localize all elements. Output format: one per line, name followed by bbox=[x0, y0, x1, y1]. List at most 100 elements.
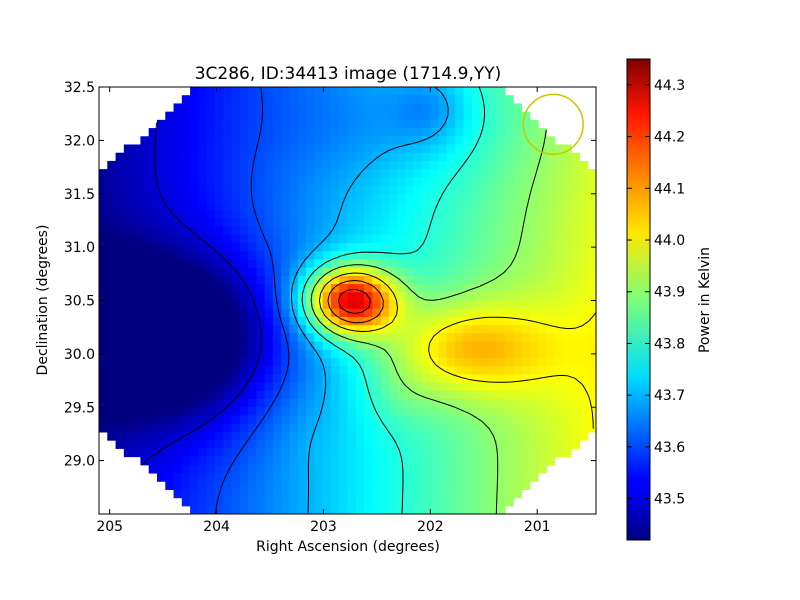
heatmap-cell bbox=[206, 300, 216, 310]
heatmap-cell bbox=[264, 341, 274, 351]
heatmap-cell bbox=[529, 415, 539, 425]
heatmap-cell bbox=[554, 169, 564, 178]
heatmap-cell bbox=[330, 218, 340, 228]
heatmap-cell bbox=[330, 169, 340, 178]
heatmap-cell bbox=[123, 415, 133, 425]
heatmap-cell bbox=[330, 243, 340, 252]
heatmap-cell bbox=[513, 251, 523, 261]
heatmap-cell bbox=[529, 407, 539, 417]
heatmap-cell bbox=[538, 423, 547, 433]
heatmap-cell bbox=[571, 399, 581, 408]
heatmap-cell bbox=[388, 382, 398, 392]
heatmap-cell bbox=[521, 308, 531, 318]
heatmap-cell bbox=[430, 374, 440, 384]
heatmap-cell bbox=[264, 251, 274, 261]
heatmap-cell bbox=[513, 399, 523, 408]
heatmap-cell bbox=[480, 366, 489, 375]
heatmap-cell bbox=[587, 341, 596, 351]
heatmap-cell bbox=[206, 382, 216, 392]
heatmap-cell bbox=[471, 366, 481, 375]
heatmap-cell bbox=[115, 234, 125, 244]
colorbar-ticks: 43.543.643.743.843.944.044.144.244.3 bbox=[627, 78, 685, 508]
heatmap-cell bbox=[239, 497, 249, 507]
heatmap-cell bbox=[529, 300, 539, 310]
heatmap-cell bbox=[413, 481, 423, 490]
heatmap-cell bbox=[355, 407, 365, 417]
heatmap-cell bbox=[372, 119, 382, 129]
heatmap-cell bbox=[198, 160, 208, 170]
heatmap-cell bbox=[148, 407, 158, 417]
heatmap-cell bbox=[306, 489, 315, 499]
heatmap-cell bbox=[339, 111, 349, 121]
heatmap-cell bbox=[148, 160, 158, 170]
heatmap-cell bbox=[446, 489, 456, 499]
heatmap-cell bbox=[148, 193, 158, 203]
heatmap-cell bbox=[554, 440, 564, 449]
heatmap-cell bbox=[364, 456, 373, 466]
heatmap-cell bbox=[190, 497, 199, 507]
heatmap-cell bbox=[297, 333, 307, 343]
heatmap-cell bbox=[264, 399, 274, 408]
heatmap-cell bbox=[99, 251, 108, 261]
heatmap-cell bbox=[405, 226, 415, 236]
heatmap-cell bbox=[405, 333, 415, 343]
heatmap-cell bbox=[297, 440, 307, 449]
heatmap-cell bbox=[198, 275, 208, 285]
heatmap-cell bbox=[455, 119, 465, 129]
heatmap-cell bbox=[314, 226, 324, 236]
heatmap-cell bbox=[181, 431, 191, 441]
heatmap-cell bbox=[513, 144, 523, 154]
heatmap-cell bbox=[198, 423, 208, 433]
heatmap-cell bbox=[513, 226, 523, 236]
heatmap-cell bbox=[413, 366, 423, 375]
heatmap-cell bbox=[156, 284, 166, 293]
heatmap-cell bbox=[289, 259, 299, 269]
heatmap-cell bbox=[422, 185, 431, 195]
heatmap-cell bbox=[562, 431, 572, 441]
heatmap-cell bbox=[446, 87, 456, 96]
heatmap-cell bbox=[156, 333, 166, 343]
heatmap-cell bbox=[132, 448, 142, 458]
heatmap-cell bbox=[405, 382, 415, 392]
heatmap-cell bbox=[571, 440, 581, 449]
heatmap-cell bbox=[538, 226, 547, 236]
heatmap-cell bbox=[330, 308, 340, 318]
heatmap-cell bbox=[99, 374, 108, 384]
heatmap-cell bbox=[446, 169, 456, 178]
heatmap-cell bbox=[504, 103, 514, 113]
heatmap-cell bbox=[388, 201, 398, 211]
heatmap-cell bbox=[156, 456, 166, 466]
heatmap-cell bbox=[438, 169, 448, 178]
heatmap-cell bbox=[430, 251, 440, 261]
heatmap-cell bbox=[488, 415, 498, 425]
heatmap-cell bbox=[471, 218, 481, 228]
heatmap-cell bbox=[322, 111, 332, 121]
heatmap-cell bbox=[181, 390, 191, 400]
heatmap-cell bbox=[281, 128, 291, 137]
heatmap-cell bbox=[529, 128, 539, 137]
heatmap-cell bbox=[165, 382, 175, 392]
heatmap-cell bbox=[562, 333, 572, 343]
heatmap-cell bbox=[339, 201, 349, 211]
heatmap-cell bbox=[248, 472, 257, 482]
heatmap-cell bbox=[355, 251, 365, 261]
heatmap-cell bbox=[107, 300, 117, 310]
heatmap-cell bbox=[455, 440, 465, 449]
heatmap-cell bbox=[463, 349, 473, 359]
heatmap-cell bbox=[546, 431, 556, 441]
heatmap-cell bbox=[248, 341, 257, 351]
heatmap-cell bbox=[554, 144, 564, 154]
heatmap-cell bbox=[289, 103, 299, 113]
heatmap-cell bbox=[488, 259, 498, 269]
heatmap-cell bbox=[306, 177, 315, 187]
heatmap-cell bbox=[206, 448, 216, 458]
heatmap-cell bbox=[480, 144, 489, 154]
heatmap-cell bbox=[488, 243, 498, 252]
heatmap-cell bbox=[504, 481, 514, 490]
heatmap-cell bbox=[405, 431, 415, 441]
heatmap-cell bbox=[248, 218, 257, 228]
heatmap-cell bbox=[289, 267, 299, 277]
heatmap-cell bbox=[330, 390, 340, 400]
heatmap-cell bbox=[364, 357, 373, 367]
heatmap-cell bbox=[504, 448, 514, 458]
